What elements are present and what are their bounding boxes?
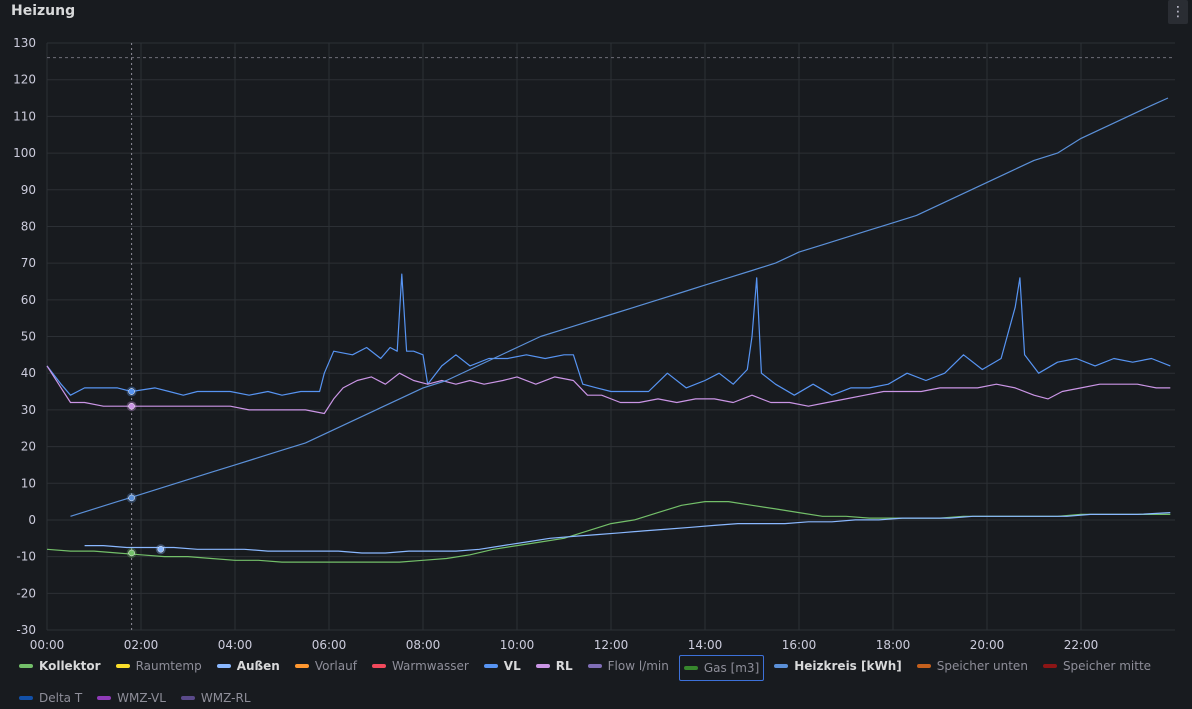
series-marker (157, 546, 164, 553)
cursor-marker (128, 494, 135, 502)
legend-label: Gas [m3] (703, 661, 760, 675)
chart-legend: Kollektor Raumtemp Außen Vorlauf Warmwasser V… (14, 655, 1184, 709)
legend-swatch (19, 664, 33, 668)
legend-label: RL (555, 659, 573, 673)
legend-label: Speicher mitte (1062, 659, 1152, 673)
y-tick-label: 90 (21, 183, 36, 197)
x-tick-label: 20:00 (970, 638, 1005, 650)
legend-item-vorlauf[interactable]: Vorlauf (290, 655, 362, 677)
legend-item-wmz-vl[interactable]: WMZ-VL (92, 687, 171, 709)
x-tick-label: 22:00 (1064, 638, 1099, 650)
y-tick-label: 10 (21, 476, 36, 490)
legend-swatch (1042, 664, 1057, 668)
y-tick-label: 0 (28, 513, 36, 527)
legend-label: VL (503, 659, 521, 673)
legend-label: Flow l/min (607, 659, 669, 673)
legend-item-kollektor[interactable]: Kollektor (14, 655, 106, 677)
legend-swatch (916, 664, 931, 668)
legend-item-au-en[interactable]: Außen (212, 655, 285, 677)
x-tick-label: 16:00 (782, 638, 817, 650)
legend-swatch (294, 664, 309, 668)
x-tick-label: 18:00 (876, 638, 911, 650)
y-tick-label: 120 (13, 73, 36, 87)
y-tick-label: -30 (16, 623, 36, 637)
legend-label: Speicher unten (936, 659, 1028, 673)
y-tick-label: 30 (21, 403, 36, 417)
legend-swatch (774, 664, 789, 668)
legend-item-gas-m3[interactable]: Gas [m3] (678, 655, 765, 681)
x-tick-label: 14:00 (688, 638, 723, 650)
x-tick-label: 04:00 (218, 638, 253, 650)
legend-swatch (371, 664, 386, 668)
series-line-kollektor (46, 501, 1171, 563)
x-tick-label: 12:00 (594, 638, 629, 650)
legend-swatch (535, 664, 550, 668)
y-tick-label: -20 (16, 586, 36, 600)
legend-label: Kollektor (39, 659, 101, 673)
y-tick-label: 50 (21, 330, 36, 344)
legend-swatch (483, 664, 498, 668)
legend-swatch (19, 696, 33, 700)
cursor-marker (128, 549, 135, 557)
y-tick-label: -10 (16, 550, 36, 564)
x-tick-label: 02:00 (124, 638, 159, 650)
panel-menu-icon[interactable]: ⋮ (1168, 0, 1188, 24)
legend-item-speicher-mitte[interactable]: Speicher mitte (1038, 655, 1156, 677)
legend-swatch (683, 666, 698, 670)
legend-label: Außen (236, 659, 280, 673)
y-tick-label: 130 (13, 36, 36, 50)
y-tick-label: 80 (21, 219, 36, 233)
legend-item-warmwasser[interactable]: Warmwasser (367, 655, 474, 677)
legend-label: Vorlauf (314, 659, 357, 673)
legend-item-vl[interactable]: VL (479, 655, 526, 677)
legend-label: Heizkreis [kWh] (794, 659, 902, 673)
series-line-au-en (84, 512, 1171, 554)
legend-swatch (587, 664, 602, 668)
x-tick-label: 10:00 (500, 638, 535, 650)
cursor-markers (126, 386, 166, 558)
chart-series (46, 97, 1171, 563)
series-line-vl (46, 273, 1171, 396)
legend-swatch (97, 696, 112, 700)
legend-item-heizkreis-kwh[interactable]: Heizkreis [kWh] (769, 655, 906, 677)
x-tick-label: 06:00 (312, 638, 347, 650)
legend-item-rl[interactable]: RL (531, 655, 578, 677)
series-line-rl (46, 365, 1171, 415)
y-tick-label: 110 (13, 109, 36, 123)
legend-item-wmz-rl[interactable]: WMZ-RL (176, 687, 256, 709)
y-tick-label: 70 (21, 256, 36, 270)
legend-label: Raumtemp (135, 659, 202, 673)
legend-label: WMZ-VL (117, 691, 166, 705)
chart-grid (46, 42, 1175, 631)
legend-item-delta-t[interactable]: Delta T (14, 687, 87, 709)
legend-label: Warmwasser (391, 659, 469, 673)
legend-label: WMZ-RL (200, 691, 251, 705)
y-tick-label: 20 (21, 440, 36, 454)
legend-item-speicher-unten[interactable]: Speicher unten (912, 655, 1033, 677)
x-tick-label: 08:00 (406, 638, 441, 650)
x-axis: 00:00 02:00 04:00 06:00 08:00 10:00 12:00 14:00… (30, 638, 1099, 650)
legend-label: Delta T (39, 691, 83, 705)
series-line-heizkreis-kwh- (70, 97, 1169, 517)
time-series-chart[interactable]: 1301201101009080706050403020100-10-20-30… (0, 0, 1192, 650)
legend-swatch (216, 664, 231, 668)
cursor-marker (128, 388, 135, 395)
cursor-marker (128, 402, 135, 410)
legend-swatch (115, 664, 130, 668)
x-tick-label: 00:00 (30, 638, 65, 650)
legend-item-flow-l-min[interactable]: Flow l/min (583, 655, 674, 677)
legend-item-raumtemp[interactable]: Raumtemp (111, 655, 207, 677)
panel-title: Heizung (11, 3, 76, 19)
y-tick-label: 40 (21, 366, 36, 380)
legend-swatch (180, 696, 195, 700)
y-tick-label: 100 (13, 146, 36, 160)
y-tick-label: 60 (21, 293, 36, 307)
